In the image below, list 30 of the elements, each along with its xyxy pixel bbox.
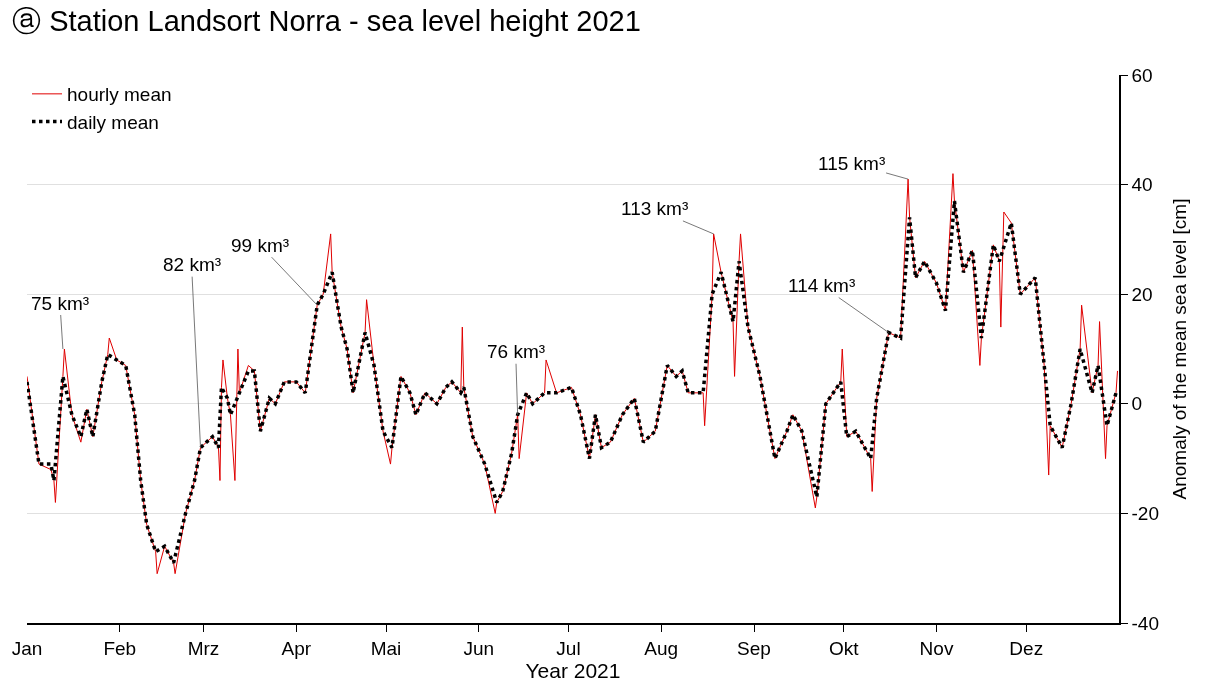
y-axis-title: Anomaly of the mean sea level [cm]	[1169, 198, 1191, 500]
x-tick-label: Feb	[103, 637, 137, 659]
annotation: 115 km³	[818, 153, 886, 174]
y-tick-label: 0	[1131, 393, 1143, 415]
y-tick-label: 60	[1131, 64, 1153, 86]
x-tick-label: Apr	[281, 637, 312, 659]
annotation: 82 km³	[163, 254, 222, 275]
x-tick-label: Dez	[1009, 637, 1044, 659]
x-tick-label: Jun	[463, 637, 495, 659]
x-tick-label: Jan	[11, 637, 43, 659]
y-tick-label: 40	[1131, 174, 1153, 196]
legend-label: hourly mean	[67, 84, 172, 106]
chart-title: ⓐ Station Landsort Norra - sea level height 2021	[12, 4, 641, 37]
annotation: 99 km³	[231, 235, 290, 256]
legend-label: daily mean	[67, 111, 159, 133]
annotation: 75 km³	[31, 293, 90, 314]
x-tick-label: Nov	[919, 637, 954, 659]
x-tick-label: Mrz	[187, 637, 220, 659]
y-tick-label: 20	[1131, 283, 1153, 305]
x-tick-label: Jul	[556, 637, 581, 659]
x-tick-label: Sep	[737, 637, 771, 659]
annotation: 76 km³	[487, 341, 546, 362]
y-tick-label: -40	[1131, 612, 1160, 634]
x-tick-label: Mai	[370, 637, 402, 659]
y-tick-label: -20	[1131, 503, 1160, 525]
annotation: 114 km³	[788, 275, 856, 296]
x-tick-label: Aug	[644, 637, 679, 659]
x-axis-title: Year 2021	[525, 658, 621, 682]
annotation: 113 km³	[621, 198, 689, 219]
x-tick-label: Okt	[828, 637, 860, 659]
